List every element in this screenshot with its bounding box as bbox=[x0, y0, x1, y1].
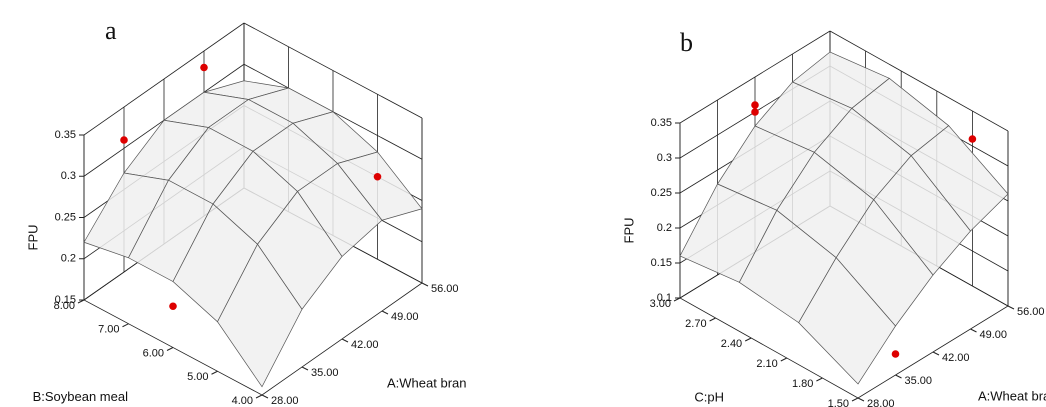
z-tick-label: 0.25 bbox=[651, 187, 672, 199]
y-axis-label: B:Soybean meal bbox=[33, 389, 129, 404]
z-tick-label: 0.35 bbox=[651, 117, 672, 129]
design-point bbox=[968, 135, 977, 143]
design-point bbox=[120, 136, 128, 144]
y-axis-label: C:pH bbox=[694, 389, 724, 404]
x-tick bbox=[857, 397, 865, 402]
surface-patch bbox=[217, 243, 303, 388]
design-point bbox=[751, 101, 759, 109]
x-tick bbox=[1007, 305, 1015, 310]
x-tick bbox=[895, 374, 902, 379]
x-axis-label: A:Wheat bran bbox=[978, 388, 1046, 403]
z-tick-label: 0.15 bbox=[55, 294, 76, 306]
x-tick-label: 35.00 bbox=[311, 367, 339, 379]
z-axis-label: FPU bbox=[25, 225, 40, 251]
y-tick bbox=[166, 347, 174, 351]
x-tick-label: 49.00 bbox=[391, 311, 419, 323]
z-tick-label: 0.15 bbox=[651, 257, 672, 269]
y-tick bbox=[211, 370, 218, 375]
y-tick-label: 6.00 bbox=[143, 347, 164, 359]
y-tick-label: 2.10 bbox=[756, 358, 777, 370]
z-tick-label: 0.2 bbox=[61, 253, 76, 265]
y-tick bbox=[709, 317, 716, 322]
z-tick-label: 0.35 bbox=[55, 129, 76, 141]
x-tick-label: 28.00 bbox=[867, 398, 895, 407]
x-tick-label: 49.00 bbox=[980, 329, 1008, 341]
z-tick-label: 0.25 bbox=[55, 211, 76, 223]
x-tick-label: 42.00 bbox=[942, 352, 970, 364]
x-tick bbox=[381, 310, 389, 315]
x-axis-label: A:Wheat bran bbox=[387, 375, 467, 390]
y-tick-label: 4.00 bbox=[232, 395, 253, 407]
x-tick-label: 28.00 bbox=[271, 395, 299, 407]
x-tick bbox=[261, 394, 269, 399]
z-axis-label: FPU bbox=[621, 218, 636, 244]
y-tick-label: 2.40 bbox=[721, 338, 742, 350]
panel-title: a bbox=[105, 16, 117, 45]
x-tick-label: 35.00 bbox=[905, 375, 933, 387]
y-tick-label: 3.00 bbox=[650, 298, 671, 310]
design-point bbox=[169, 302, 177, 311]
y-tick-label: 2.70 bbox=[685, 318, 706, 330]
z-tick-label: 0.1 bbox=[657, 292, 672, 304]
z-tick-label: 0.2 bbox=[657, 222, 672, 234]
y-tick-label: 8.00 bbox=[54, 300, 75, 312]
y-tick bbox=[851, 397, 859, 402]
y-tick-label: 1.50 bbox=[828, 398, 849, 407]
x-tick-label: 56.00 bbox=[431, 283, 459, 295]
design-point bbox=[891, 350, 900, 358]
y-tick bbox=[744, 337, 752, 342]
y-tick bbox=[780, 357, 788, 362]
y-tick-label: 1.80 bbox=[792, 378, 813, 390]
x-tick bbox=[932, 351, 940, 356]
x-tick bbox=[341, 338, 349, 343]
design-point bbox=[373, 172, 382, 181]
y-tick bbox=[255, 394, 263, 399]
z-tick-label: 0.3 bbox=[657, 152, 672, 164]
x-tick bbox=[421, 282, 429, 287]
grid-line bbox=[829, 30, 1009, 132]
y-tick bbox=[816, 377, 823, 382]
x-tick-label: 56.00 bbox=[1017, 306, 1045, 318]
panel-title: b bbox=[680, 28, 693, 57]
y-tick-label: 7.00 bbox=[98, 324, 119, 336]
design-point bbox=[751, 108, 759, 116]
x-tick-label: 42.00 bbox=[351, 339, 379, 351]
z-tick-label: 0.3 bbox=[61, 170, 76, 182]
y-tick-label: 5.00 bbox=[187, 371, 208, 383]
surface-patch bbox=[798, 257, 896, 385]
y-tick bbox=[122, 323, 129, 328]
x-tick bbox=[301, 366, 309, 371]
x-tick bbox=[970, 328, 977, 333]
design-point bbox=[200, 63, 208, 72]
